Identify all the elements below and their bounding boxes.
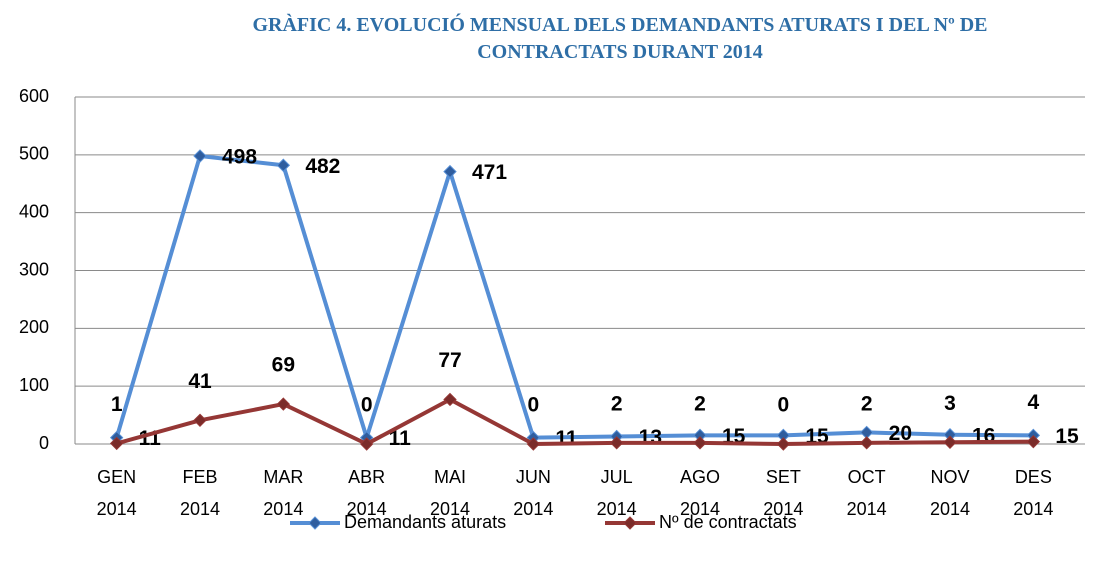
data-label: 69: [272, 354, 295, 377]
x-tick-label: JUL 2014: [597, 467, 637, 519]
x-tick-label: MAR 2014: [263, 467, 303, 519]
legend-label: Nº de contractats: [659, 512, 797, 532]
x-tick-label: MAI 2014: [430, 467, 470, 519]
y-tick-label: 200: [19, 317, 49, 337]
marker: [443, 164, 457, 179]
marker: [193, 149, 207, 163]
series-line: [114, 153, 1034, 440]
x-tick-label: NOV 2014: [930, 467, 970, 519]
data-label: 11: [555, 427, 578, 450]
data-label: 0: [777, 394, 789, 417]
y-tick-label: 500: [19, 144, 49, 164]
marker: [276, 158, 291, 172]
data-label: 0: [361, 394, 373, 417]
y-tick-label: 0: [39, 433, 49, 453]
data-label: 2: [861, 392, 873, 415]
x-tick-label: JUN 2014: [513, 467, 553, 519]
legend-marker: [308, 516, 322, 530]
x-tick-label: AGO 2014: [680, 467, 720, 519]
data-label: 498: [222, 146, 257, 169]
marker: [109, 436, 124, 451]
legend-marker: [623, 516, 637, 530]
y-tick-label: 400: [19, 201, 49, 221]
marker: [359, 437, 374, 451]
chart-title: GRÀFIC 4. EVOLUCIÓ MENSUAL DELS DEMANDAN…: [252, 14, 988, 63]
marker: [776, 437, 791, 451]
data-label: 1: [111, 393, 123, 416]
marker: [609, 436, 624, 450]
data-label: 482: [305, 155, 340, 178]
data-label: 471: [472, 161, 507, 184]
marker: [859, 436, 874, 450]
data-label: 13: [639, 426, 662, 449]
data-label: 20: [889, 422, 912, 445]
marker: [276, 397, 291, 411]
series-line: [116, 397, 1034, 446]
marker: [943, 435, 957, 449]
data-label: 77: [438, 349, 461, 372]
data-label: 2: [694, 392, 706, 415]
x-tick-label: DES 2014: [1013, 467, 1053, 519]
data-label: 15: [1055, 425, 1079, 448]
data-label: 3: [944, 392, 956, 415]
data-label: 0: [527, 394, 539, 417]
y-tick-label: 300: [19, 259, 49, 279]
marker: [693, 436, 707, 450]
y-tick-label: 100: [19, 375, 49, 395]
data-label: 41: [188, 370, 212, 393]
x-tick-label: GEN 2014: [97, 467, 137, 519]
marker: [443, 392, 457, 407]
data-label: 2: [611, 392, 623, 415]
x-tick-label: OCT 2014: [847, 467, 887, 519]
x-tick-label: FEB 2014: [180, 467, 220, 519]
data-label: 4: [1027, 391, 1039, 414]
x-tick-label: ABR 2014: [347, 467, 387, 519]
marker: [1026, 434, 1041, 449]
marker: [193, 413, 207, 427]
marker: [526, 437, 541, 451]
legend-label: Demandants aturats: [344, 512, 506, 532]
data-label: 11: [389, 427, 412, 450]
x-tick-label: SET 2014: [763, 467, 803, 519]
y-tick-label: 600: [19, 86, 49, 106]
